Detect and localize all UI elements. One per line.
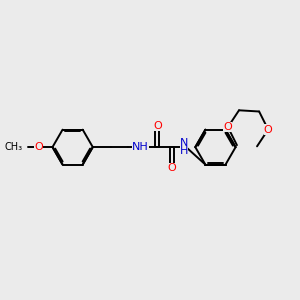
Text: CH₃: CH₃ <box>5 142 23 152</box>
Text: O: O <box>153 121 162 131</box>
Text: H: H <box>180 146 188 156</box>
Text: NH: NH <box>132 142 149 152</box>
Text: N: N <box>180 138 188 148</box>
Text: O: O <box>34 142 43 152</box>
Text: O: O <box>167 163 176 173</box>
Text: O: O <box>264 124 272 134</box>
Text: O: O <box>224 122 232 132</box>
